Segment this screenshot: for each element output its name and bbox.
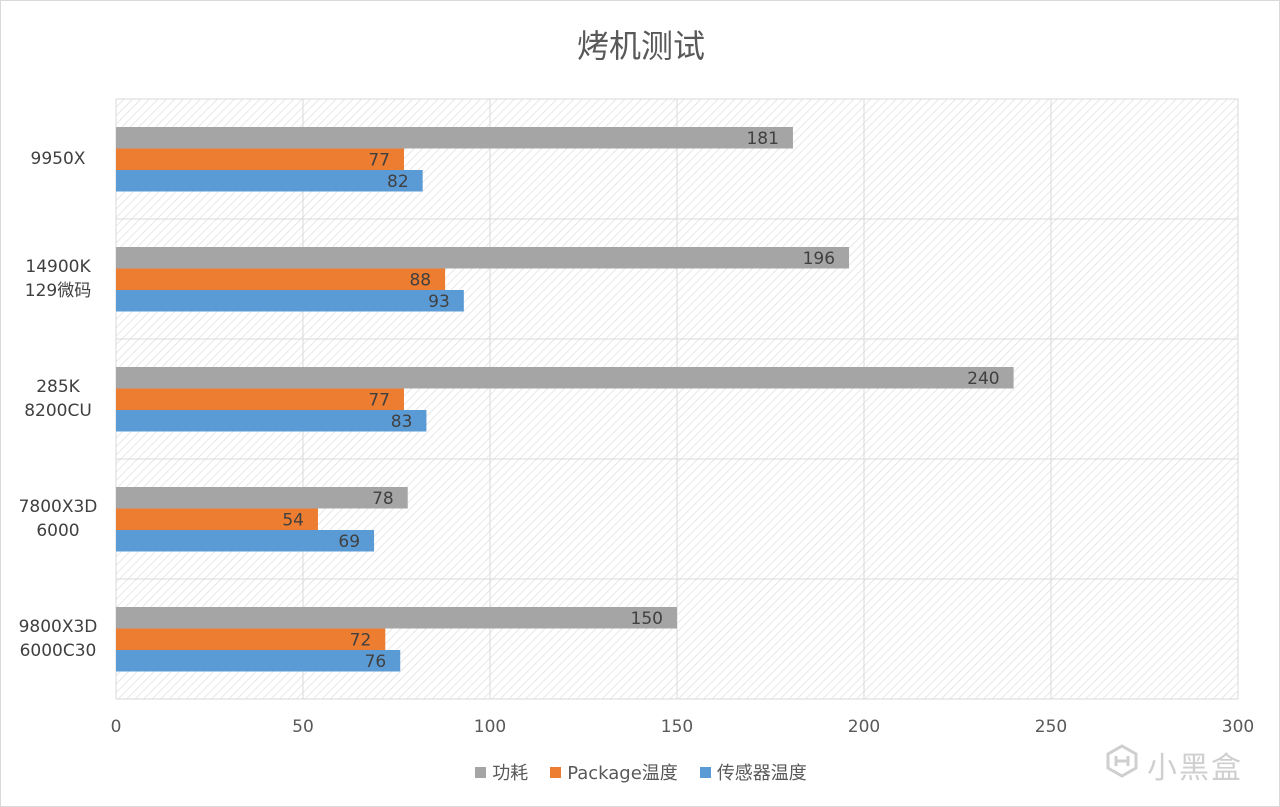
bar-data-label: 78 xyxy=(372,489,394,509)
bar xyxy=(116,650,401,672)
legend-label: Package温度 xyxy=(567,763,678,784)
legend-item: 功耗 xyxy=(475,759,528,785)
bar xyxy=(116,268,446,290)
heybox-logo-icon xyxy=(1105,744,1139,786)
legend-item: 传感器温度 xyxy=(699,759,807,785)
legend-label: 传感器温度 xyxy=(716,763,807,784)
chart-title: 烤机测试 xyxy=(576,27,705,65)
category-label: 9950X xyxy=(30,149,86,169)
bar xyxy=(116,607,677,629)
bar xyxy=(116,170,423,192)
bar xyxy=(116,247,850,269)
bar xyxy=(116,290,464,312)
watermark: 小黑盒 xyxy=(1105,743,1243,787)
x-tick-label: 0 xyxy=(110,717,122,737)
category-label: 285K 8200CU xyxy=(24,377,92,421)
bar xyxy=(116,367,1014,389)
bar xyxy=(116,410,427,432)
bar xyxy=(116,148,404,170)
bar-data-label: 240 xyxy=(967,369,999,389)
bar-data-label: 72 xyxy=(350,630,372,650)
bar-data-label: 69 xyxy=(338,532,360,552)
x-tick-label: 50 xyxy=(292,717,314,737)
bar-data-label: 76 xyxy=(365,652,387,672)
bar-data-label: 77 xyxy=(368,150,390,170)
legend-item: Package温度 xyxy=(550,759,678,785)
category-label: 14900K 129微码 xyxy=(24,257,92,301)
category-label: 7800X3D 6000 xyxy=(18,497,98,541)
bar-data-label: 196 xyxy=(803,249,835,269)
bar xyxy=(116,127,793,149)
legend-swatch xyxy=(475,766,487,778)
legend: 功耗 Package温度 传感器温度 xyxy=(1,759,1280,785)
bar xyxy=(116,530,375,552)
x-tick-label: 150 xyxy=(660,717,694,737)
x-tick-label: 300 xyxy=(1221,717,1255,737)
legend-label: 功耗 xyxy=(492,763,529,784)
bar-data-label: 88 xyxy=(409,270,431,290)
bar-data-label: 77 xyxy=(368,390,390,410)
bar xyxy=(116,628,386,650)
watermark-text: 小黑盒 xyxy=(1147,751,1243,786)
bar-data-label: 83 xyxy=(391,412,413,432)
bar-data-label: 181 xyxy=(746,129,778,149)
bar-data-label: 54 xyxy=(282,510,304,530)
bar-data-label: 150 xyxy=(631,609,663,629)
x-tick-label: 100 xyxy=(473,717,507,737)
x-tick-label: 250 xyxy=(1034,717,1068,737)
legend-swatch xyxy=(550,766,562,778)
x-tick-label: 200 xyxy=(847,717,881,737)
bar xyxy=(116,388,404,410)
bar xyxy=(116,508,318,530)
bar-data-label: 93 xyxy=(428,292,450,312)
legend-swatch xyxy=(699,766,711,778)
category-label: 9800X3D 6000C30 xyxy=(18,617,98,661)
bar-data-label: 82 xyxy=(387,172,409,192)
bar xyxy=(116,487,408,509)
